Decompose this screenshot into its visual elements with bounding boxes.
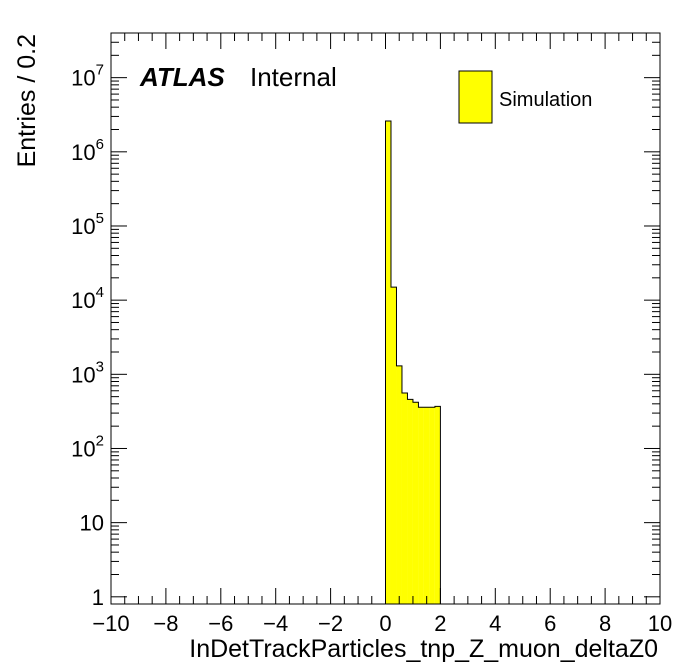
histogram-bar — [407, 399, 413, 604]
x-tick-label: 10 — [648, 611, 672, 636]
y-tick-label: 105 — [71, 210, 104, 239]
x-tick-label: −2 — [318, 611, 343, 636]
x-tick-label: −6 — [208, 611, 233, 636]
y-tick-label: 10 — [80, 511, 104, 536]
y-tick-labels: 1 10 102 103 104 105 106 107 — [71, 62, 104, 610]
axis-ticks — [110, 32, 661, 604]
atlas-label: ATLAS — [139, 62, 225, 92]
histogram-bar — [385, 121, 391, 604]
x-tick-label: −4 — [263, 611, 288, 636]
histogram-bar — [396, 365, 402, 604]
histogram-bar — [401, 392, 408, 604]
x-tick-label: −8 — [153, 611, 178, 636]
x-tick-label: 6 — [544, 611, 556, 636]
x-tick-label: 2 — [434, 611, 446, 636]
x-tick-label: 4 — [489, 611, 501, 636]
x-tick-label: 8 — [599, 611, 611, 636]
histogram-bar — [429, 407, 435, 604]
legend-label: Simulation — [499, 89, 592, 111]
y-tick-label: 1 — [92, 585, 104, 610]
x-tick-label: −10 — [92, 611, 129, 636]
y-axis-label: Entries / 0.2 — [13, 34, 41, 167]
histogram-bar — [423, 407, 430, 604]
legend-swatch — [458, 70, 493, 124]
x-axis-label: InDetTrackParticles_tnp_Z_muon_deltaZ0 — [189, 635, 658, 663]
y-tick-label: 107 — [71, 62, 104, 91]
histogram-bars — [385, 120, 441, 604]
plot-frame — [110, 32, 661, 605]
y-tick-label: 103 — [71, 358, 104, 387]
legend: Simulation — [458, 70, 592, 124]
histogram-outline — [385, 120, 441, 604]
x-tick-label: 0 — [379, 611, 391, 636]
x-tick-labels: −10 −8 −6 −4 −2 0 2 4 6 8 10 — [92, 611, 672, 636]
histogram-bar — [434, 406, 441, 604]
internal-label: Internal — [250, 62, 337, 92]
histogram-bar — [412, 402, 419, 604]
histogram-bar — [418, 407, 424, 604]
histogram-bar — [390, 287, 397, 604]
y-tick-label: 102 — [71, 432, 104, 461]
y-tick-label: 106 — [71, 136, 104, 165]
y-tick-label: 104 — [71, 284, 104, 313]
